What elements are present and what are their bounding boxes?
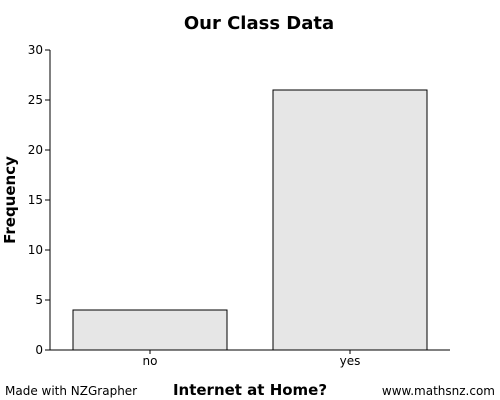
x-axis-ticks: no yes — [143, 350, 361, 368]
bar-no — [72, 309, 228, 351]
y-axis-ticks: 0 5 10 15 20 25 30 — [28, 43, 50, 357]
y-tick-label: 10 — [28, 243, 43, 257]
bar-yes — [272, 89, 428, 351]
x-tick-label-no: no — [143, 354, 158, 368]
y-tick-label: 20 — [28, 143, 43, 157]
x-tick-label-yes: yes — [340, 354, 361, 368]
y-tick-label: 30 — [28, 43, 43, 57]
y-tick-label: 5 — [35, 293, 43, 307]
y-tick-label: 0 — [35, 343, 43, 357]
x-axis-title: Internet at Home? — [173, 381, 327, 399]
footer-website: www.mathsnz.com — [382, 384, 495, 398]
y-axis-title: Frequency — [1, 156, 19, 244]
footer-credit: Made with NZGrapher — [5, 384, 137, 398]
y-tick-label: 25 — [28, 93, 43, 107]
bars-group — [72, 89, 428, 351]
chart-title: Our Class Data — [184, 13, 334, 34]
y-tick-label: 15 — [28, 193, 43, 207]
